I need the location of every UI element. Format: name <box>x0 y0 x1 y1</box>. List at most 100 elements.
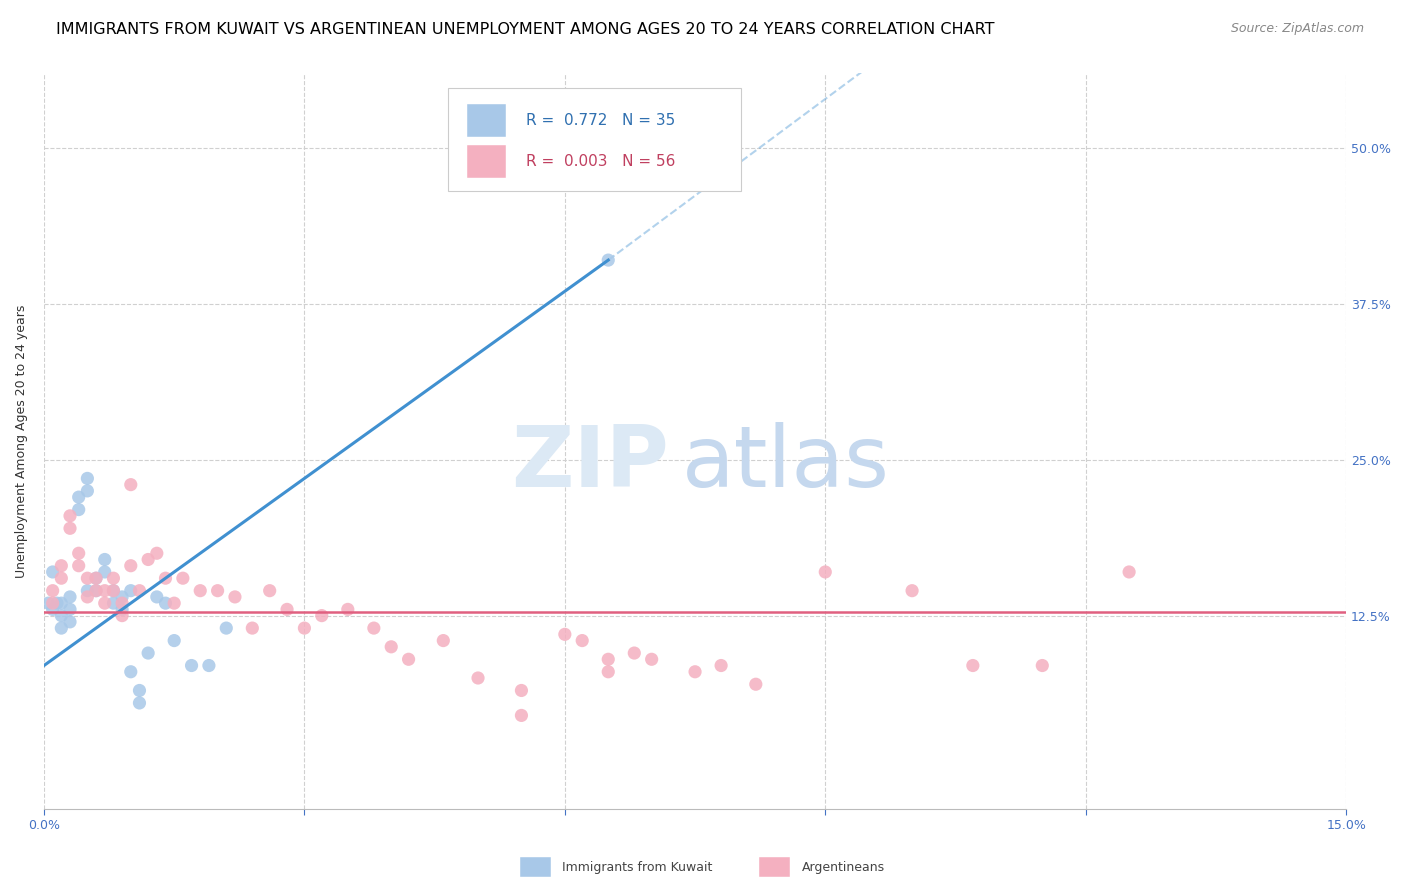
Point <box>111 596 134 610</box>
Point <box>294 621 316 635</box>
Point <box>136 552 159 566</box>
Point <box>59 602 82 616</box>
Text: atlas: atlas <box>682 422 890 505</box>
Point <box>336 602 359 616</box>
Point <box>128 696 150 710</box>
Point <box>103 583 125 598</box>
Point <box>128 683 150 698</box>
Text: ZIP: ZIP <box>512 422 669 505</box>
Point <box>51 621 73 635</box>
Point <box>41 596 63 610</box>
Point <box>84 583 107 598</box>
Point <box>51 608 73 623</box>
Point <box>41 602 63 616</box>
Point <box>67 546 90 560</box>
Text: IMMIGRANTS FROM KUWAIT VS ARGENTINEAN UNEMPLOYMENT AMONG AGES 20 TO 24 YEARS COR: IMMIGRANTS FROM KUWAIT VS ARGENTINEAN UN… <box>56 22 994 37</box>
Point <box>172 571 194 585</box>
Point <box>276 602 298 616</box>
Point <box>571 633 593 648</box>
Point <box>120 583 142 598</box>
Point <box>598 665 620 679</box>
Point <box>962 658 984 673</box>
Point <box>37 596 59 610</box>
Point <box>240 621 263 635</box>
Point <box>103 596 125 610</box>
Point <box>510 683 533 698</box>
Point <box>814 565 837 579</box>
Text: Source: ZipAtlas.com: Source: ZipAtlas.com <box>1230 22 1364 36</box>
Point <box>111 590 134 604</box>
Point <box>683 665 706 679</box>
Point <box>76 471 98 485</box>
Point <box>554 627 576 641</box>
Point <box>111 608 134 623</box>
Point <box>136 646 159 660</box>
Point <box>76 583 98 598</box>
Text: R =  0.772   N = 35: R = 0.772 N = 35 <box>526 113 675 128</box>
Point <box>398 652 420 666</box>
Point <box>76 483 98 498</box>
Point <box>84 571 107 585</box>
Point <box>710 658 733 673</box>
Point <box>198 658 221 673</box>
Point <box>41 583 63 598</box>
Point <box>363 621 385 635</box>
Point <box>467 671 489 685</box>
Point <box>76 590 98 604</box>
Point <box>180 658 202 673</box>
Point <box>311 608 333 623</box>
Point <box>67 502 90 516</box>
Point <box>103 583 125 598</box>
Point <box>59 508 82 523</box>
Point <box>93 596 115 610</box>
Point <box>224 590 246 604</box>
Point <box>640 652 662 666</box>
Point <box>901 583 924 598</box>
Y-axis label: Unemployment Among Ages 20 to 24 years: Unemployment Among Ages 20 to 24 years <box>15 304 28 578</box>
Point <box>84 571 107 585</box>
Point <box>41 565 63 579</box>
Point <box>59 590 82 604</box>
Point <box>67 558 90 573</box>
Point <box>207 583 229 598</box>
Point <box>51 571 73 585</box>
Point <box>215 621 238 635</box>
Point <box>188 583 211 598</box>
Point <box>598 652 620 666</box>
Point <box>598 253 620 268</box>
Point <box>128 583 150 598</box>
Point <box>510 708 533 723</box>
Point <box>155 596 177 610</box>
Point <box>84 583 107 598</box>
Point <box>163 633 186 648</box>
Point <box>146 546 169 560</box>
Point <box>51 558 73 573</box>
Point <box>67 490 90 504</box>
Point <box>111 602 134 616</box>
Point <box>76 571 98 585</box>
Point <box>163 596 186 610</box>
Text: Argentineans: Argentineans <box>801 861 884 873</box>
Point <box>93 583 115 598</box>
Point <box>155 571 177 585</box>
Point <box>120 477 142 491</box>
FancyBboxPatch shape <box>467 145 506 178</box>
Point <box>59 521 82 535</box>
FancyBboxPatch shape <box>447 87 741 191</box>
Text: Immigrants from Kuwait: Immigrants from Kuwait <box>562 861 713 873</box>
Point <box>380 640 402 654</box>
FancyBboxPatch shape <box>467 104 506 137</box>
Point <box>1118 565 1140 579</box>
Point <box>432 633 454 648</box>
Point <box>93 552 115 566</box>
Point <box>51 596 73 610</box>
Point <box>59 615 82 629</box>
Point <box>103 571 125 585</box>
Point <box>1031 658 1053 673</box>
Point <box>146 590 169 604</box>
Point <box>120 665 142 679</box>
Point <box>259 583 281 598</box>
Point <box>745 677 768 691</box>
Text: R =  0.003   N = 56: R = 0.003 N = 56 <box>526 153 675 169</box>
Point <box>46 596 69 610</box>
